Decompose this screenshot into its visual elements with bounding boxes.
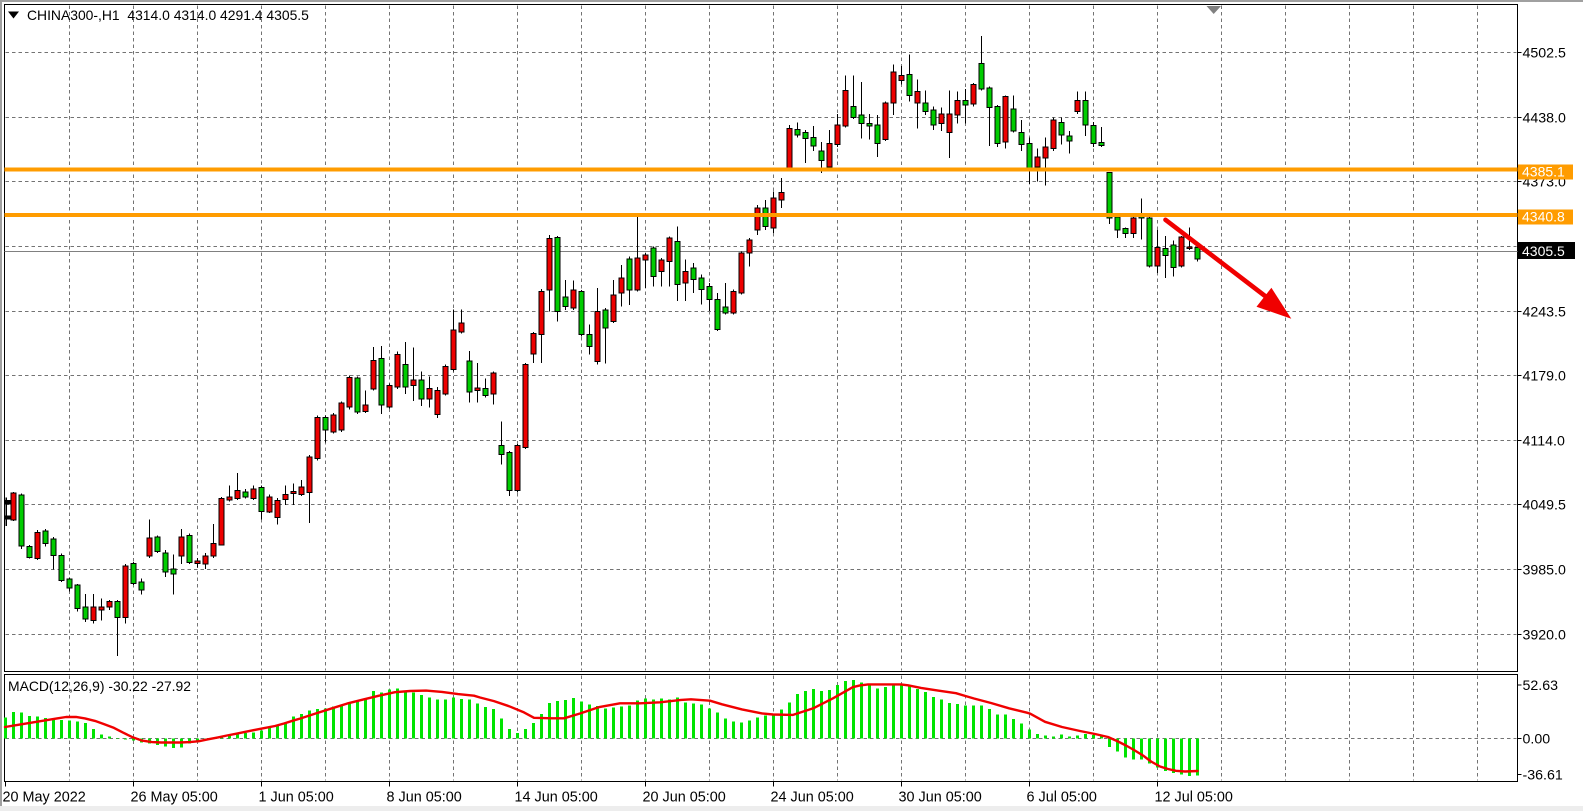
svg-text:4049.5: 4049.5	[1523, 497, 1567, 513]
svg-text:8 Jun 05:00: 8 Jun 05:00	[387, 790, 462, 806]
svg-text:4179.0: 4179.0	[1523, 368, 1567, 384]
svg-text:-36.61: -36.61	[1523, 767, 1563, 783]
svg-text:12 Jul 05:00: 12 Jul 05:00	[1155, 790, 1233, 806]
svg-text:20 Jun 05:00: 20 Jun 05:00	[643, 790, 726, 806]
svg-text:0.00: 0.00	[1523, 731, 1551, 747]
svg-text:4340.8: 4340.8	[1522, 209, 1565, 225]
svg-text:4305.5: 4305.5	[1522, 243, 1565, 259]
svg-text:6 Jul 05:00: 6 Jul 05:00	[1027, 790, 1097, 806]
svg-text:4502.5: 4502.5	[1523, 45, 1567, 61]
svg-text:26 May 05:00: 26 May 05:00	[131, 790, 218, 806]
svg-text:52.63: 52.63	[1523, 678, 1559, 694]
svg-text:14 Jun 05:00: 14 Jun 05:00	[515, 790, 598, 806]
svg-text:CHINA300-,H1 4314.0 4314.0 42: CHINA300-,H1 4314.0 4314.0 4291.4 4305.5	[27, 7, 309, 23]
svg-text:24 Jun 05:00: 24 Jun 05:00	[771, 790, 854, 806]
svg-text:4385.1: 4385.1	[1522, 164, 1565, 180]
svg-text:4438.0: 4438.0	[1523, 110, 1567, 126]
svg-text:30 Jun 05:00: 30 Jun 05:00	[899, 790, 982, 806]
svg-text:4114.0: 4114.0	[1523, 433, 1565, 449]
svg-text:4243.5: 4243.5	[1523, 304, 1567, 320]
svg-text:MACD(12,26,9) -30.22 -27.92: MACD(12,26,9) -30.22 -27.92	[8, 678, 191, 694]
svg-text:3985.0: 3985.0	[1523, 562, 1567, 578]
svg-text:20 May 2022: 20 May 2022	[3, 790, 86, 806]
svg-text:3920.0: 3920.0	[1523, 627, 1567, 643]
svg-text:1 Jun 05:00: 1 Jun 05:00	[259, 790, 334, 806]
